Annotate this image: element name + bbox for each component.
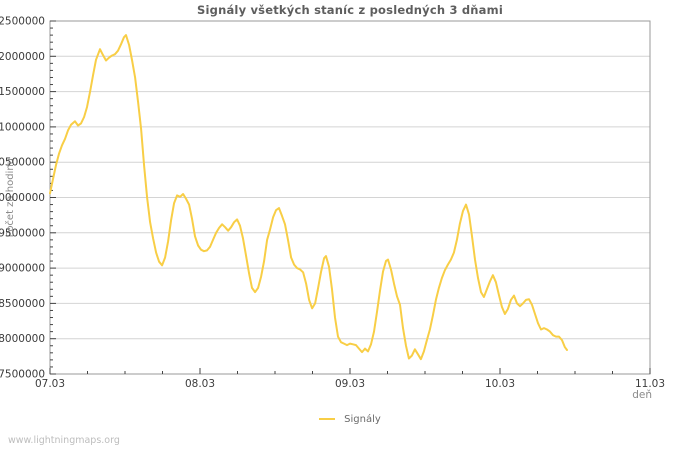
y-tick-label: 11500000 [0,86,45,98]
y-tick-label: 8500000 [0,298,45,310]
x-tick-label: 09.03 [335,378,365,390]
x-tick-label: 11.03 [635,378,665,390]
legend-line-swatch [319,418,336,420]
chart-title: Signály všetkých staníc z posledných 3 d… [197,3,503,17]
x-axis-title: deň [632,389,652,401]
x-tick-label: 08.03 [185,378,215,390]
y-tick-label: 10000000 [0,192,45,204]
legend-label: Signály [344,413,381,425]
y-tick-label: 11000000 [0,121,45,133]
watermark: www.lightningmaps.org [8,435,120,446]
y-tick-label: 8000000 [0,333,45,345]
series-line-signály [49,34,568,361]
y-tick-label: 9500000 [0,227,45,239]
legend: Signály [0,412,700,426]
y-tick-label: 9000000 [0,263,45,275]
y-tick-label: 12500000 [0,16,45,28]
y-tick-label: 10500000 [0,157,45,169]
y-tick-label: 12000000 [0,51,45,63]
x-tick-label: 07.03 [35,378,65,390]
y-tick-label: 7500000 [0,369,45,381]
x-tick-label: 10.03 [485,378,515,390]
